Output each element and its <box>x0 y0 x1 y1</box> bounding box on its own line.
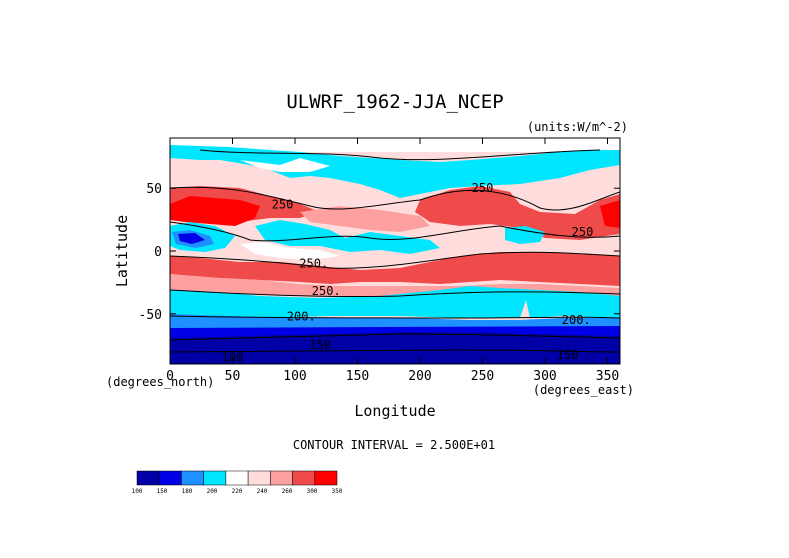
y-units: (degrees_north) <box>106 375 214 389</box>
contour-label: 250 <box>572 225 594 239</box>
region-antarctic-deep <box>170 332 620 364</box>
contour-label: 250. <box>299 257 328 271</box>
contour-label: 200. <box>562 313 591 327</box>
region-tropic-deep <box>178 233 205 244</box>
plot-area: 250 250 250 250. 250. 200. 200. 150 150 100 <box>170 138 620 365</box>
colorbar-swatch <box>203 470 227 486</box>
colorbar-swatch <box>181 470 204 486</box>
colorbar-swatch <box>225 470 249 486</box>
x-tick-label: 200 <box>408 369 431 384</box>
region-asia-warm <box>415 186 620 240</box>
region-pink-mid <box>300 206 430 232</box>
x-tick-label: 100 <box>283 369 306 384</box>
contour-labels: 250 250 250 250. 250. 200. 200. 150 150 100 <box>222 181 594 365</box>
y-tick-label: -50 <box>139 308 162 323</box>
colorbar-label: 100 <box>132 488 143 495</box>
y-tick-label: 0 <box>154 245 162 260</box>
region-tropic-cool-2 <box>255 220 440 254</box>
contour-label: 250 <box>272 198 294 212</box>
colorbar-label: 240 <box>257 488 268 495</box>
x-axis-label: Longitude <box>354 402 435 420</box>
units-note: (units:W/m^-2) <box>527 120 628 134</box>
contour-label: 200. <box>287 309 316 323</box>
colorbar-label: 300 <box>307 488 318 495</box>
y-axis: 50 0 -50 <box>139 182 620 323</box>
colorbar-label: 260 <box>282 488 293 495</box>
chart-title: ULWRF_1962-JJA_NCEP <box>286 91 503 113</box>
contour-label: 250. <box>312 284 341 298</box>
region-south-blue <box>170 314 620 330</box>
x-axis: 0 50 100 150 200 250 300 350 <box>166 138 619 384</box>
colorbar-swatch <box>136 470 160 486</box>
colorbar-swatch <box>314 470 338 486</box>
region-subtropic-south <box>170 252 620 286</box>
x-tick-label: 250 <box>471 369 494 384</box>
y-tick-label: 50 <box>146 182 162 197</box>
contour-label: 150 <box>309 338 331 352</box>
colorbar-swatch <box>292 470 316 486</box>
x-tick-label: 150 <box>346 369 369 384</box>
region-tropic-white <box>240 242 340 260</box>
colorbar-label: 180 <box>182 488 193 495</box>
region-sahara-max <box>170 196 260 226</box>
x-units: (degrees_east) <box>533 383 634 397</box>
colorbar-label: 200 <box>207 488 218 495</box>
colorbar: 100 150 180 200 220 240 260 300 350 <box>132 470 343 495</box>
contour-label: 250 <box>472 181 494 195</box>
x-tick-label: 300 <box>533 369 556 384</box>
contour-label: 100 <box>222 351 244 365</box>
region-north-mid <box>240 158 330 172</box>
region-south-cool <box>170 286 620 318</box>
region-north-cool <box>170 145 620 198</box>
colorbar-label: 220 <box>232 488 243 495</box>
colorbar-label: 350 <box>332 488 343 495</box>
band-north-polar <box>170 138 620 152</box>
region-tropic-cool-3 <box>505 226 545 244</box>
contour-interval: CONTOUR INTERVAL = 2.500E+01 <box>293 438 495 452</box>
colorbar-swatch <box>158 470 182 486</box>
x-tick-label: 350 <box>596 369 619 384</box>
colorbar-swatch <box>270 470 293 486</box>
colorbar-swatch <box>247 470 271 486</box>
colorbar-label: 150 <box>157 488 168 495</box>
region-east-max <box>600 200 620 228</box>
y-axis-label: Latitude <box>113 215 131 287</box>
contour-label: 150 <box>557 348 579 362</box>
contour-lines <box>170 149 620 353</box>
x-tick-label: 0 <box>166 369 174 384</box>
x-tick-label: 50 <box>225 369 241 384</box>
